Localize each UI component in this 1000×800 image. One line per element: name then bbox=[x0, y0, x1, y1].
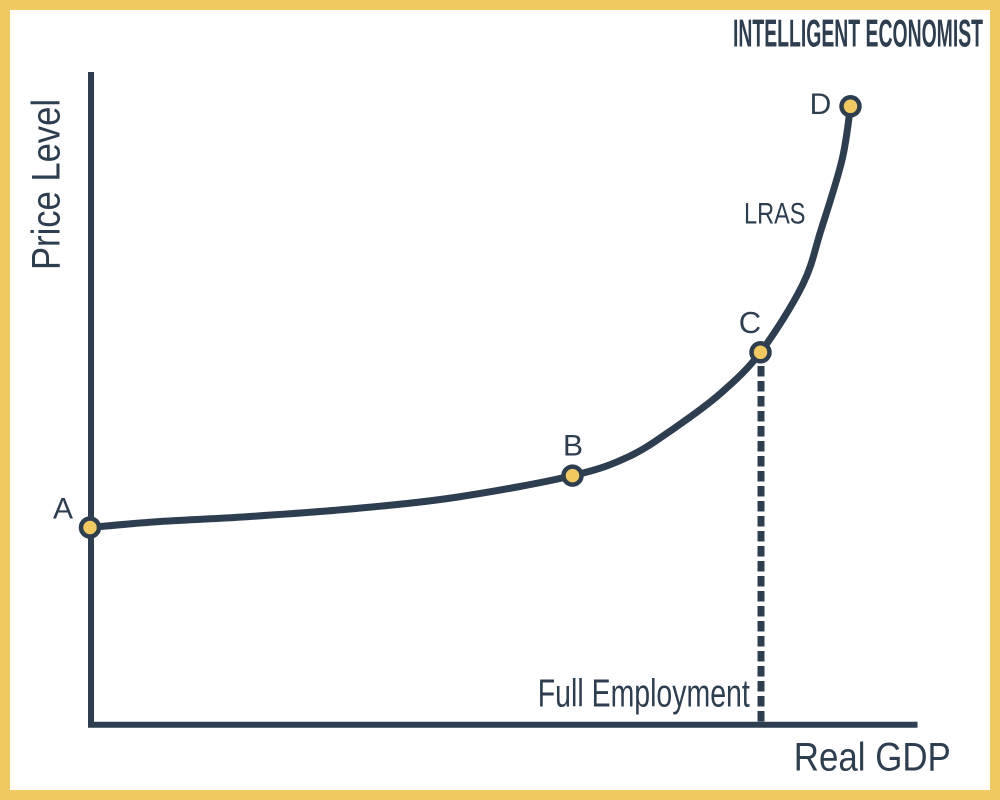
svg-text:Full Employment: Full Employment bbox=[538, 673, 750, 716]
svg-text:D: D bbox=[810, 88, 832, 121]
svg-text:C: C bbox=[739, 305, 761, 340]
svg-text:INTELLIGENT ECONOMIST: INTELLIGENT ECONOMIST bbox=[733, 13, 983, 56]
svg-text:LRAS: LRAS bbox=[744, 198, 806, 231]
svg-text:B: B bbox=[563, 430, 583, 463]
svg-text:A: A bbox=[53, 493, 73, 526]
svg-text:Real GDP: Real GDP bbox=[794, 736, 951, 780]
svg-text:Price Level: Price Level bbox=[25, 99, 69, 270]
